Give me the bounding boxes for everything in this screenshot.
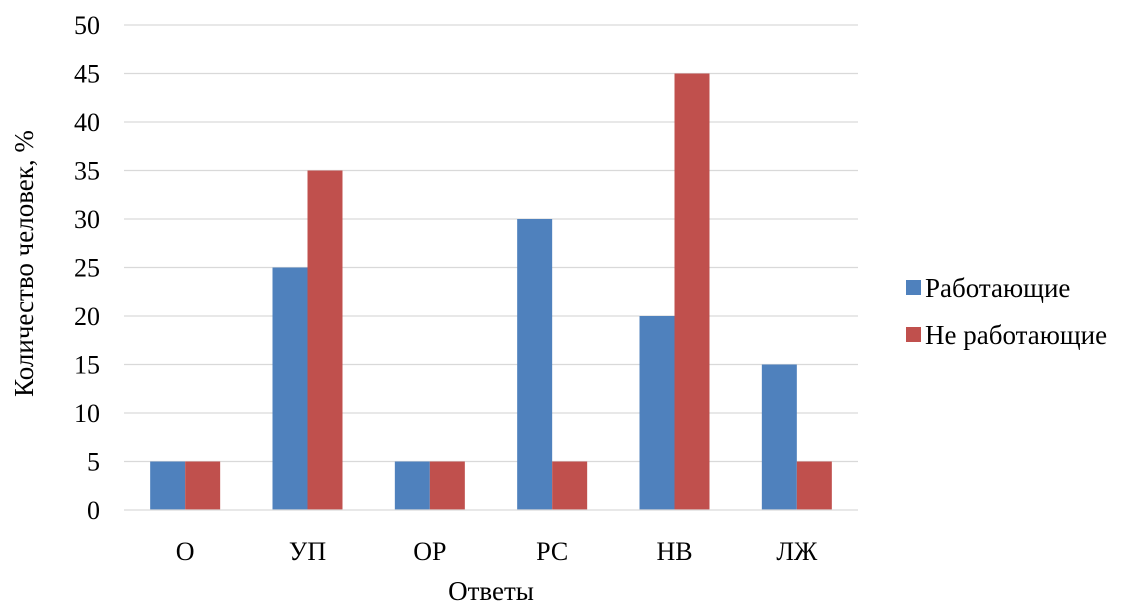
- bar-not-working: [429, 461, 465, 510]
- x-axis-title: Ответы: [448, 576, 534, 604]
- x-tick-label: НВ: [656, 537, 692, 566]
- x-tick-label: ОР: [413, 537, 446, 566]
- legend-swatch: [906, 327, 921, 342]
- legend: Работающие Не работающие: [906, 273, 1107, 350]
- bar-working: [761, 364, 797, 510]
- gridlines: [124, 24, 858, 463]
- x-tick-label: ЛЖ: [776, 537, 818, 566]
- legend-swatch: [906, 280, 921, 295]
- y-tick-label: 40: [74, 108, 100, 137]
- y-tick-label: 20: [74, 302, 100, 331]
- bar-working: [150, 461, 186, 510]
- y-tick-label: 5: [87, 448, 100, 477]
- x-axis-ticks: О УП ОР РС НВ ЛЖ: [176, 537, 818, 566]
- bar-working: [639, 316, 675, 510]
- y-tick-label: 30: [74, 205, 100, 234]
- x-tick-label: О: [176, 537, 195, 566]
- y-tick-label: 25: [74, 254, 100, 283]
- x-tick-label: РС: [536, 537, 568, 566]
- y-axis-title: Количество человек, %: [9, 130, 39, 397]
- y-tick-label: 45: [74, 60, 100, 89]
- bar-not-working: [185, 461, 221, 510]
- y-tick-label: 50: [74, 11, 100, 40]
- y-tick-label: 10: [74, 399, 100, 428]
- y-tick-label: 15: [74, 351, 100, 380]
- y-tick-label: 0: [87, 496, 100, 525]
- bars: [150, 73, 832, 510]
- bar-working: [272, 267, 308, 510]
- legend-label: Не работающие: [925, 320, 1107, 350]
- bar-working: [517, 219, 553, 510]
- bar-not-working: [796, 461, 832, 510]
- legend-label: Работающие: [925, 273, 1070, 303]
- bar-working: [394, 461, 430, 510]
- bar-not-working: [674, 73, 710, 510]
- bar-not-working: [552, 461, 588, 510]
- y-tick-label: 35: [74, 157, 100, 186]
- bar-not-working: [307, 170, 343, 510]
- x-tick-label: УП: [289, 537, 326, 566]
- y-axis-ticks: 0 5 10 15 20 25 30 35 40 45 50: [74, 11, 100, 525]
